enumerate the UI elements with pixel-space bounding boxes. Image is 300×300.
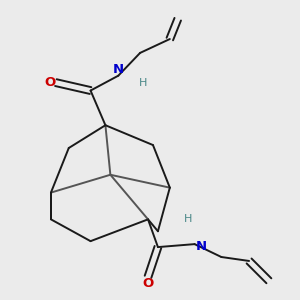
Text: H: H xyxy=(139,78,147,88)
Text: O: O xyxy=(44,76,56,89)
Text: O: O xyxy=(142,277,154,290)
Text: H: H xyxy=(184,214,192,224)
Text: N: N xyxy=(113,63,124,76)
Text: N: N xyxy=(196,240,207,253)
